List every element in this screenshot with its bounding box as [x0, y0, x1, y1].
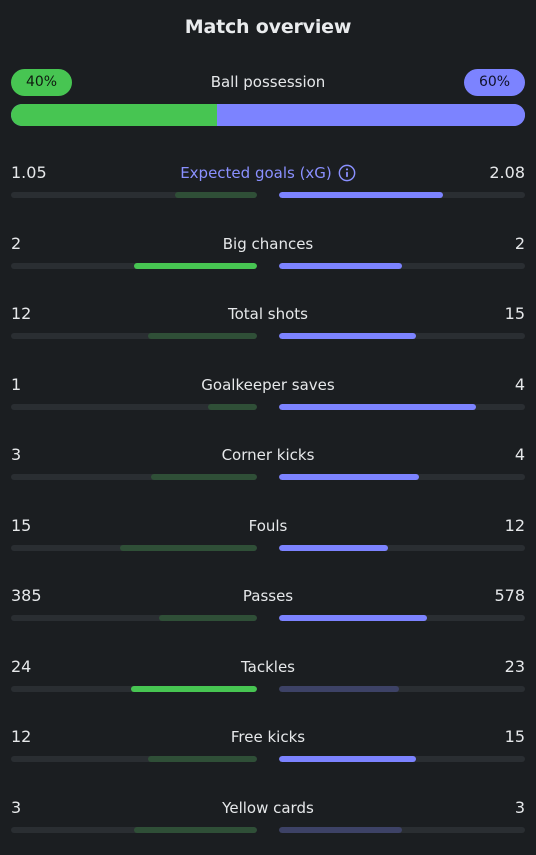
stat-label-text: Tackles — [240, 657, 296, 676]
away-value: 2.08 — [489, 163, 525, 182]
stat-label-text: Yellow cards — [222, 798, 314, 817]
stat-row-total-shots: 12 Total shots 15 — [11, 303, 525, 353]
stat-row-corner-kicks: 3 Corner kicks 4 — [11, 444, 525, 494]
home-bar-fill — [151, 474, 257, 480]
home-bar-track — [11, 192, 257, 198]
home-value: 3 — [11, 797, 22, 817]
home-bar-track — [11, 756, 257, 762]
home-value: 24 — [11, 656, 32, 676]
stat-label-text: Expected goals (xG) — [180, 164, 332, 182]
stat-label: Tackles — [11, 656, 525, 678]
away-bar-fill — [279, 826, 402, 833]
panel-title: Match overview — [184, 16, 352, 38]
home-value: 385 — [11, 586, 42, 605]
away-bar-fill — [279, 685, 400, 692]
away-bar-track — [279, 262, 525, 269]
stat-label: Total shots — [11, 303, 525, 325]
away-bar-fill — [279, 544, 389, 551]
stat-label: Corner kicks — [11, 444, 525, 466]
stat-row-free-kicks: 12 Free kicks 15 — [11, 726, 525, 776]
stat-label-text: Fouls — [248, 516, 288, 535]
away-bar-fill — [279, 333, 416, 339]
away-value: 12 — [504, 515, 525, 535]
away-value: 15 — [504, 304, 525, 323]
home-value: 1 — [11, 374, 22, 394]
away-value: 23 — [504, 656, 525, 676]
stat-label-text: Goalkeeper saves — [201, 375, 335, 394]
possession-header: Ball possession 40% 60% — [11, 69, 525, 96]
home-bar-fill — [147, 333, 257, 339]
home-possession-badge: 40% — [11, 69, 72, 96]
home-value: 2 — [11, 233, 22, 253]
stat-label: Fouls — [11, 515, 525, 537]
away-value: 4 — [514, 445, 525, 464]
away-value: 2 — [514, 233, 525, 253]
stat-label-text: Free kicks — [230, 728, 306, 746]
away-value: 3 — [514, 797, 525, 817]
stat-label-text: Passes — [242, 587, 294, 605]
stat-row-expected-goals-xg: 1.05 Expected goals (xG) 2.08 — [11, 162, 525, 212]
stat-label: Big chances — [11, 233, 525, 255]
away-bar-track — [279, 403, 525, 410]
stat-row-yellow-cards: 3 Yellow cards 3 — [11, 797, 525, 847]
home-value: 3 — [11, 445, 22, 464]
away-bar-track — [279, 756, 525, 762]
away-bar-track — [279, 474, 525, 480]
away-bar-fill — [279, 403, 476, 410]
home-bar-track — [11, 333, 257, 339]
away-possession-badge: 60% — [464, 69, 525, 96]
away-bar-track — [279, 685, 525, 692]
home-bar-fill — [207, 403, 257, 410]
possession-bar — [11, 104, 525, 126]
stat-label-text: Corner kicks — [221, 446, 315, 464]
stat-label: Passes — [11, 585, 525, 607]
away-value: 15 — [504, 727, 525, 746]
home-bar-fill — [174, 192, 257, 198]
home-bar-fill — [134, 262, 257, 269]
home-possession-fill — [11, 104, 217, 126]
away-bar-track — [279, 333, 525, 339]
home-bar-track — [11, 826, 257, 833]
home-bar-fill — [131, 685, 257, 692]
away-bar-fill — [279, 756, 416, 762]
away-possession-fill — [216, 104, 525, 126]
stat-label-text: Big chances — [222, 234, 314, 253]
stat-row-tackles: 24 Tackles 23 — [11, 656, 525, 706]
away-bar-track — [279, 826, 525, 833]
home-value: 12 — [11, 304, 32, 323]
away-bar-track — [279, 192, 525, 198]
home-bar-fill — [120, 544, 257, 551]
away-bar-fill — [279, 262, 402, 269]
home-bar-track — [11, 615, 257, 621]
home-bar-track — [11, 685, 257, 692]
stat-label: Expected goals (xG) — [11, 162, 525, 184]
stat-label: Yellow cards — [11, 797, 525, 819]
stat-label: Free kicks — [11, 726, 525, 748]
possession-label: Ball possession — [210, 73, 326, 91]
stat-label: Goalkeeper saves — [11, 374, 525, 396]
home-bar-track — [11, 544, 257, 551]
stat-row-goalkeeper-saves: 1 Goalkeeper saves 4 — [11, 374, 525, 424]
away-value: 4 — [514, 374, 525, 394]
home-bar-track — [11, 262, 257, 269]
home-value: 12 — [11, 727, 32, 746]
away-bar-track — [279, 615, 525, 621]
home-bar-fill — [147, 756, 257, 762]
home-bar-fill — [134, 826, 257, 833]
stat-row-fouls: 15 Fouls 12 — [11, 515, 525, 565]
info-icon[interactable] — [338, 164, 356, 182]
home-bar-fill — [158, 615, 257, 621]
away-bar-track — [279, 544, 525, 551]
home-value: 1.05 — [11, 163, 47, 182]
home-bar-track — [11, 403, 257, 410]
stat-label-text: Total shots — [228, 305, 308, 323]
home-value: 15 — [11, 515, 32, 535]
away-bar-fill — [279, 474, 420, 480]
stat-row-big-chances: 2 Big chances 2 — [11, 233, 525, 283]
away-value: 578 — [494, 586, 525, 605]
away-bar-fill — [279, 615, 427, 621]
stat-row-passes: 385 Passes 578 — [11, 585, 525, 635]
home-bar-track — [11, 474, 257, 480]
away-bar-fill — [279, 192, 443, 198]
